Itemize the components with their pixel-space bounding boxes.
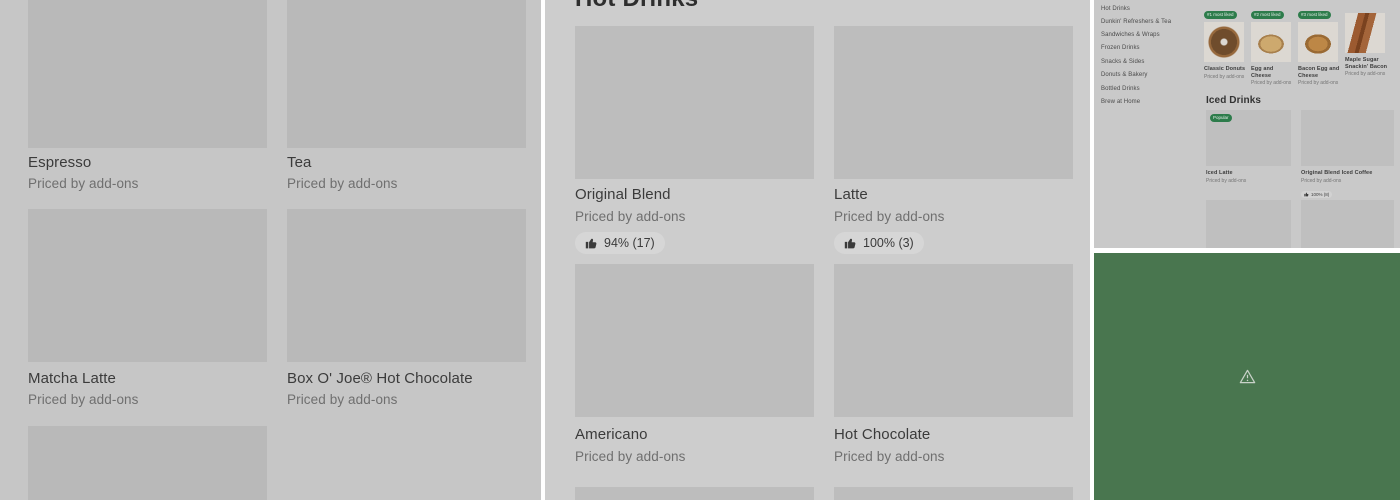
rating-badge: 100% (3) <box>834 232 924 255</box>
sidebar-item-bottled-drinks[interactable]: Bottled Drinks <box>1101 86 1140 92</box>
menu-item-card[interactable]: #3 most liked Bacon Egg and Cheese Price… <box>1298 3 1342 86</box>
menu-item-card[interactable]: Box O' Joe® Hot Chocolate Priced by add-… <box>287 209 526 408</box>
menu-item-title: Matcha Latte <box>28 370 116 387</box>
store-page-mini-panel: Hot Drinks Dunkin' Refreshers & Tea Sand… <box>1094 0 1400 248</box>
menu-item-price-note: Priced by add-ons <box>1301 177 1342 184</box>
menu-item-card[interactable]: Americano Priced by add-ons <box>575 264 814 465</box>
menu-item-card[interactable] <box>28 426 267 500</box>
menu-item-price-note: Priced by add-ons <box>575 209 686 224</box>
sidebar-item-snacks-sides[interactable]: Snacks & Sides <box>1101 59 1145 65</box>
menu-item-card[interactable]: Matcha Latte Priced by add-ons <box>28 209 267 408</box>
menu-item-title: Tea <box>287 154 312 171</box>
menu-item-card[interactable] <box>1206 200 1291 248</box>
menu-item-card[interactable]: Maple Sugar Snackin' Bacon Priced by add… <box>1345 3 1391 77</box>
menu-item-title: Latte <box>834 186 868 203</box>
menu-item-title: Espresso <box>28 154 92 171</box>
menu-item-title: Iced Latte <box>1206 170 1233 176</box>
menu-item-image-placeholder <box>1301 110 1394 166</box>
menu-item-image-placeholder <box>28 209 267 362</box>
menu-item-image-placeholder <box>575 264 814 417</box>
most-liked-badge: #2 most liked <box>1251 11 1284 19</box>
rating-badge: 100% (8) <box>1301 190 1333 198</box>
menu-item-image-placeholder <box>834 26 1073 179</box>
bacon-strips-photo <box>1345 13 1385 53</box>
sidebar-item-hot-drinks[interactable]: Hot Drinks <box>1101 6 1131 12</box>
sidebar-item-frozen-drinks[interactable]: Frozen Drinks <box>1101 45 1140 51</box>
menu-item-card[interactable]: Original Blend Priced by add-ons 94% (17… <box>575 26 814 255</box>
menu-item-image <box>1251 22 1291 62</box>
menu-item-image-placeholder <box>575 487 814 500</box>
menu-item-card[interactable]: Espresso Priced by add-ons <box>28 0 267 192</box>
menu-item-image-placeholder: Popular <box>1206 110 1291 166</box>
menu-item-card[interactable]: Hot Chocolate Priced by add-ons <box>834 264 1073 465</box>
menu-item-title: Maple Sugar Snackin' Bacon <box>1345 57 1388 70</box>
menu-item-price-note: Priced by add-ons <box>287 392 398 407</box>
menu-item-image-placeholder <box>834 264 1073 417</box>
menu-item-card[interactable]: Latte Priced by add-ons 100% (3) <box>834 26 1073 255</box>
sidebar-item-brew-at-home[interactable]: Brew at Home <box>1101 99 1141 105</box>
menu-item-image-placeholder <box>575 26 814 179</box>
menu-item-title: Egg and Cheese <box>1251 66 1274 79</box>
menu-item-image <box>1298 22 1338 62</box>
menu-item-image <box>1204 22 1244 62</box>
menu-item-title: Box O' Joe® Hot Chocolate <box>287 370 473 387</box>
menu-item-card[interactable]: #1 most liked Classic Donuts Priced by a… <box>1204 3 1248 80</box>
menu-grid-panel-left: Espresso Priced by add-ons Tea Priced by… <box>0 0 541 500</box>
menu-item-card[interactable]: Popular Iced Latte Priced by add-ons <box>1206 110 1291 184</box>
menu-item-price-note: Priced by add-ons <box>1345 71 1386 78</box>
section-heading: Iced Drinks <box>1206 95 1262 106</box>
menu-item-card[interactable] <box>1301 200 1394 248</box>
menu-item-image-placeholder <box>287 0 526 148</box>
menu-item-title: Americano <box>575 426 648 443</box>
menu-item-image-placeholder <box>287 209 526 362</box>
rating-text: 94% (17) <box>604 236 655 251</box>
menu-item-card[interactable]: Tea Priced by add-ons <box>287 0 526 192</box>
thumbs-up-icon <box>844 238 856 249</box>
menu-item-price-note: Priced by add-ons <box>28 392 139 407</box>
menu-item-price-note: Priced by add-ons <box>834 449 945 464</box>
menu-item-image-placeholder <box>1206 200 1291 248</box>
menu-item-price-note: Priced by add-ons <box>1204 73 1245 80</box>
croissant-sandwich-photo <box>1298 22 1338 62</box>
menu-item-card[interactable] <box>834 487 1073 500</box>
egg-cheese-sandwich-photo <box>1251 22 1291 62</box>
menu-item-card[interactable]: Original Blend Iced Coffee Priced by add… <box>1301 110 1394 202</box>
menu-item-price-note: Priced by add-ons <box>1206 177 1247 184</box>
rating-text: 100% (8) <box>1311 191 1330 197</box>
menu-item-price-note: Priced by add-ons <box>1298 80 1339 87</box>
menu-item-price-note: Priced by add-ons <box>575 449 686 464</box>
most-liked-badge: #3 most liked <box>1298 11 1331 19</box>
menu-item-title: Classic Donuts <box>1204 66 1246 72</box>
menu-item-title: Bacon Egg and Cheese <box>1298 66 1340 79</box>
menu-item-price-note: Priced by add-ons <box>287 176 398 191</box>
thumbs-up-icon <box>585 238 597 249</box>
donut-photo <box>1204 22 1244 62</box>
sidebar-item-refreshers-tea[interactable]: Dunkin' Refreshers & Tea <box>1101 19 1172 25</box>
sidebar-item-donuts-bakery[interactable]: Donuts & Bakery <box>1101 72 1148 78</box>
menu-item-image <box>1345 13 1385 53</box>
broken-image-tile <box>1094 253 1400 500</box>
section-heading: Hot Drinks <box>575 0 698 13</box>
menu-item-title: Hot Chocolate <box>834 426 931 443</box>
menu-grid-panel-center: Hot Drinks Original Blend Priced by add-… <box>545 0 1090 500</box>
menu-item-price-note: Priced by add-ons <box>28 176 139 191</box>
menu-item-image-placeholder <box>28 0 267 148</box>
most-liked-badge: #1 most liked <box>1204 11 1237 19</box>
menu-item-card[interactable]: #2 most liked Egg and Cheese Priced by a… <box>1251 3 1295 86</box>
rating-badge: 94% (17) <box>575 232 665 255</box>
menu-item-title: Original Blend <box>575 186 671 203</box>
menu-item-price-note: Priced by add-ons <box>834 209 945 224</box>
menu-item-image-placeholder <box>28 426 267 500</box>
thumbs-up-icon <box>1304 192 1309 196</box>
menu-item-title: Original Blend Iced Coffee <box>1301 170 1373 176</box>
menu-item-image-placeholder <box>834 487 1073 500</box>
rating-text: 100% (3) <box>863 236 914 251</box>
menu-item-price-note: Priced by add-ons <box>1251 80 1292 87</box>
warning-triangle-icon <box>1239 369 1255 384</box>
popular-badge: Popular <box>1210 114 1232 122</box>
menu-item-image-placeholder <box>1301 200 1394 248</box>
menu-item-card[interactable] <box>575 487 814 500</box>
sidebar-item-sandwiches-wraps[interactable]: Sandwiches & Wraps <box>1101 32 1160 38</box>
